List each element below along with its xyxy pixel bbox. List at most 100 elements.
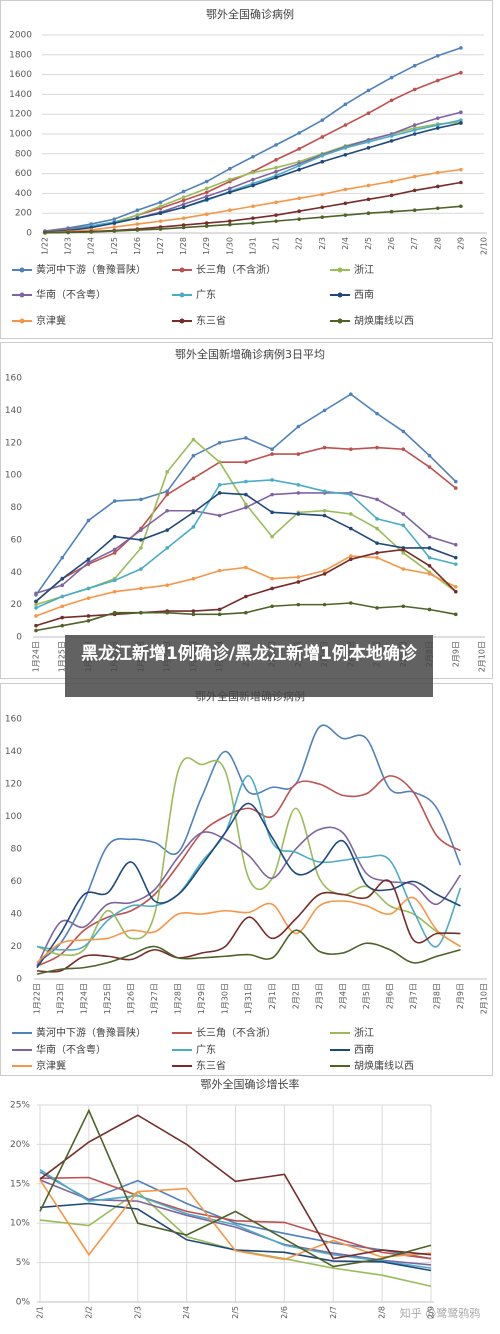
x-tick-label: 2月9日 [456, 983, 465, 1009]
point [459, 110, 463, 115]
x-tick-label: 1月24日 [80, 983, 89, 1014]
point [204, 190, 209, 195]
point [217, 568, 222, 573]
legend-label: 东三省 [196, 1059, 226, 1072]
point [89, 230, 94, 234]
point [459, 204, 463, 209]
x-tick-label: 2/10 [480, 237, 489, 255]
x-tick-label: 2月9日 [451, 641, 460, 667]
point [228, 219, 232, 223]
point [34, 599, 38, 604]
x-tick-label: 1月28日 [174, 983, 183, 1014]
x-tick-label: 1/25 [110, 237, 119, 255]
point [139, 546, 143, 550]
point [270, 492, 274, 497]
point [251, 221, 255, 225]
point [86, 560, 91, 565]
point [296, 580, 301, 584]
panel [0, 342, 493, 679]
y-tick-label: 0 [16, 633, 22, 643]
point [228, 186, 232, 191]
point [86, 557, 91, 562]
point [427, 572, 432, 576]
legend-label: 长三角（不含浙） [196, 1026, 276, 1039]
point [191, 609, 196, 613]
point [401, 447, 406, 452]
point [375, 411, 379, 416]
y-tick-label: 120 [5, 780, 22, 790]
point [270, 576, 274, 581]
point [244, 505, 248, 510]
point [296, 512, 301, 516]
point [274, 165, 278, 170]
point [181, 198, 186, 203]
point [228, 190, 232, 195]
point [322, 408, 327, 413]
point [427, 453, 432, 458]
point [401, 429, 406, 434]
x-tick-label: 2/6 [387, 237, 396, 250]
point [181, 195, 186, 200]
point [86, 586, 91, 591]
x-tick-label: 2/6 [280, 1306, 289, 1319]
legend-marker [337, 318, 343, 324]
point [297, 131, 301, 135]
point [453, 589, 458, 594]
point [204, 186, 209, 191]
series-line [36, 775, 462, 951]
point [112, 499, 117, 503]
point [204, 212, 209, 216]
x-tick-label: 1月30日 [221, 983, 230, 1014]
y-tick-label: 1000 [9, 130, 32, 140]
legend-marker [179, 318, 185, 324]
point [389, 179, 394, 184]
x-tick-label: 2/2 [84, 1306, 93, 1319]
point [349, 557, 353, 562]
point [34, 614, 38, 618]
point [322, 568, 327, 573]
x-tick-label: 2月2日 [291, 983, 300, 1009]
point [453, 542, 458, 547]
point [191, 510, 196, 515]
x-tick-label: 1月25日 [58, 641, 67, 672]
point [217, 612, 222, 617]
y-tick-label: 25% [10, 1101, 30, 1111]
y-tick-label: 160 [5, 374, 22, 384]
point [401, 604, 406, 609]
point [375, 551, 379, 555]
y-tick-label: 1400 [9, 90, 32, 100]
x-tick-label: 2月10日 [480, 983, 489, 1014]
point [139, 586, 143, 591]
point [274, 200, 278, 205]
point [158, 204, 163, 209]
point [217, 513, 222, 518]
legend-marker [337, 292, 343, 298]
chart-title: 鄂外全国确诊增长率 [201, 1077, 300, 1091]
point [158, 200, 163, 205]
point [296, 602, 301, 607]
point [412, 63, 417, 68]
y-tick-label: 600 [15, 169, 32, 179]
point [191, 453, 196, 458]
point [60, 594, 65, 599]
x-tick-label: 1/27 [156, 237, 165, 255]
x-tick-label: 1/23 [64, 237, 73, 255]
y-tick-label: 60 [11, 535, 23, 545]
point [270, 447, 274, 452]
x-tick-label: 2/1 [272, 237, 281, 250]
point [322, 445, 327, 450]
point [112, 578, 117, 583]
x-tick-label: 2月4日 [338, 983, 347, 1009]
series-line [39, 1108, 432, 1268]
x-tick-label: 1月25日 [103, 983, 112, 1014]
point [270, 534, 274, 539]
x-tick-label: 2/8 [433, 237, 442, 250]
x-tick-label: 2月10日 [478, 641, 487, 672]
point [366, 211, 371, 215]
y-tick-label: 80 [11, 845, 23, 855]
point [139, 538, 143, 542]
point [112, 225, 117, 229]
legend-label: 华南（不含粤） [36, 288, 106, 301]
point [158, 219, 163, 223]
y-tick-label: 160 [5, 715, 22, 725]
